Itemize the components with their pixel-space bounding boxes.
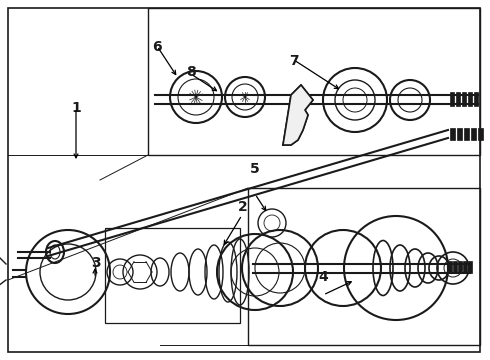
Polygon shape xyxy=(283,85,313,145)
Bar xyxy=(463,261,467,273)
Bar xyxy=(453,261,457,273)
Text: 3: 3 xyxy=(91,256,100,270)
Bar xyxy=(458,261,462,273)
Bar xyxy=(462,92,466,106)
Bar xyxy=(471,128,476,140)
Text: 4: 4 xyxy=(318,270,328,284)
Bar xyxy=(457,128,462,140)
Bar xyxy=(468,261,472,273)
Text: 7: 7 xyxy=(289,54,299,68)
Bar xyxy=(450,128,455,140)
Bar xyxy=(248,188,480,345)
Text: 5: 5 xyxy=(250,162,260,176)
Bar xyxy=(448,261,452,273)
Bar xyxy=(468,92,472,106)
Bar xyxy=(105,228,240,323)
Bar xyxy=(478,128,483,140)
Text: 6: 6 xyxy=(152,40,162,54)
Bar xyxy=(456,92,460,106)
Bar xyxy=(148,8,480,155)
Text: 1: 1 xyxy=(71,101,81,115)
Bar xyxy=(450,92,454,106)
Bar xyxy=(464,128,469,140)
Text: 2: 2 xyxy=(238,200,247,214)
Bar xyxy=(474,92,478,106)
Text: 8: 8 xyxy=(186,65,196,79)
